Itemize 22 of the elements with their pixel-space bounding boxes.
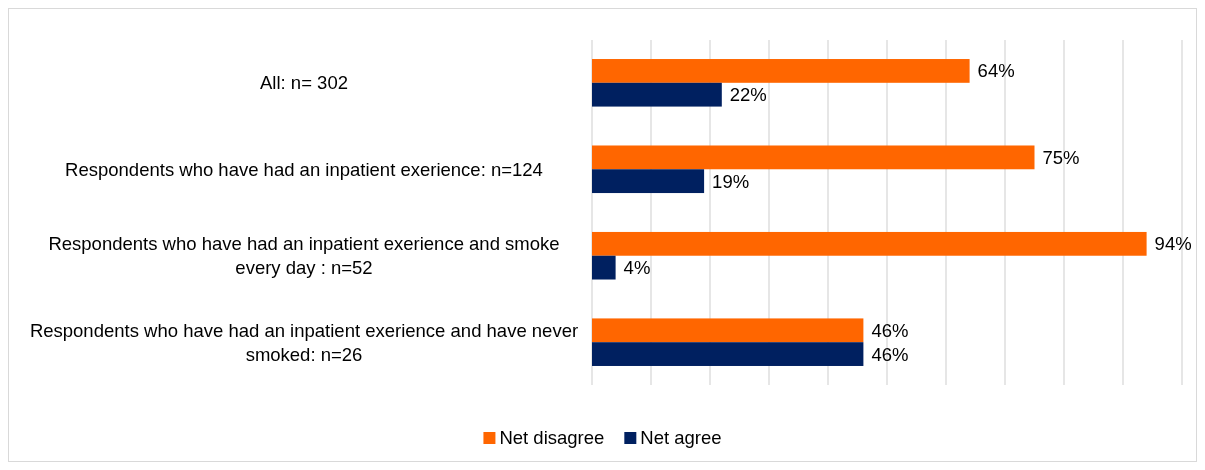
y-tick-label: Respondents who have had an inpatient exerience: n=124 <box>65 158 543 180</box>
bar <box>592 82 722 107</box>
data-label: 46% <box>871 319 909 341</box>
y-tick-label: Respondents who have had an inpatient exerience and have never smoked: n=26 <box>29 319 579 365</box>
data-label: 75% <box>1042 146 1080 168</box>
bar <box>592 342 864 366</box>
bar <box>592 318 864 343</box>
data-label: 19% <box>712 170 750 192</box>
legend-label: Net disagree <box>499 427 605 449</box>
bar <box>592 169 705 194</box>
bar <box>592 255 616 280</box>
data-label: 64% <box>977 60 1015 82</box>
bar <box>592 231 1147 256</box>
legend-label: Net agree <box>640 427 722 449</box>
data-label: 94% <box>1154 233 1192 255</box>
y-tick-label: All: n= 302 <box>260 72 348 94</box>
bar <box>592 59 970 83</box>
data-label: 46% <box>871 343 909 365</box>
data-label: 22% <box>729 84 767 106</box>
data-label: 4% <box>623 257 651 279</box>
y-tick-label: Respondents who have had an inpatient exerience and smoke every day : n=52 <box>48 233 560 279</box>
bar <box>592 145 1035 170</box>
